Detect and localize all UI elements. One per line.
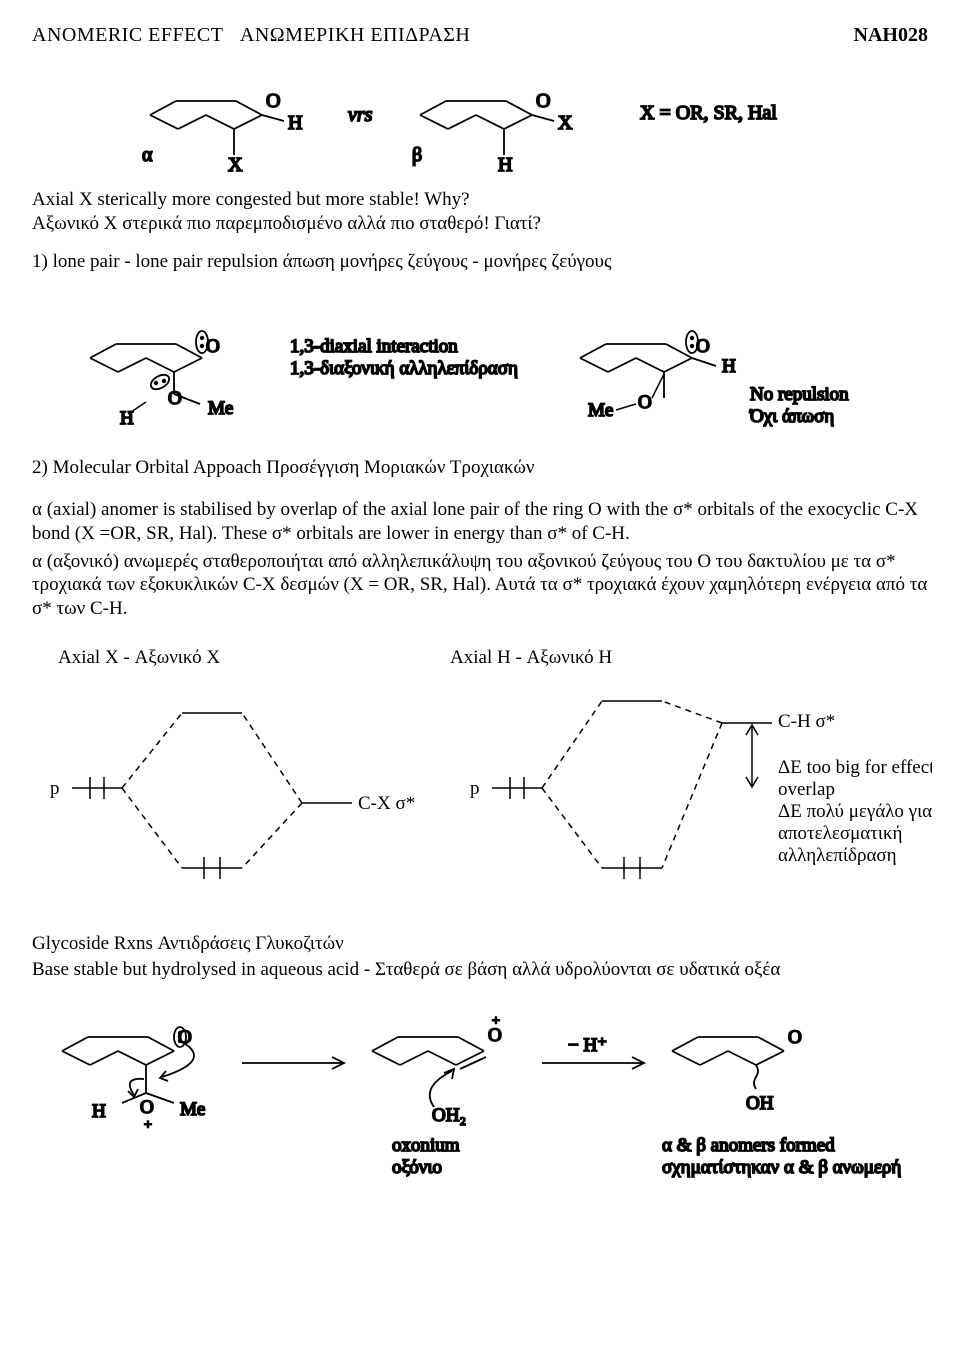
g-left-plus: +: [144, 1118, 152, 1133]
anom-en: α & β anomers formed: [662, 1135, 835, 1156]
sect1-heading: 1) lone pair - lone pair repulsion άπωση…: [32, 251, 928, 273]
sect2-gr: α (αξονικό) ανωμερές σταθεροποιήται από …: [32, 550, 928, 621]
beta-label: β: [412, 144, 422, 166]
s1-right-exoO: O: [638, 392, 652, 413]
oxonium-gr: οξόνιο: [392, 1157, 442, 1178]
sect2-heading: 2) Molecular Orbital Appoach Προσέγγιση …: [32, 457, 928, 479]
g-left-ringO: O: [178, 1027, 192, 1048]
glycoside-section: Glycoside Rxns Αντιδράσεις Γλυκοζιτών Ba…: [32, 933, 928, 981]
sect2-en: α (axial) anomer is stabilised by overla…: [32, 498, 928, 546]
g-mid-plus: +: [492, 1014, 500, 1029]
mo-headings: Axial X - Αξωνικό X Axial H - Αξωνικό H: [58, 647, 928, 669]
s1-right-ringO: O: [696, 336, 710, 357]
norep2: Όχι άπωση: [749, 406, 834, 427]
alpha-label: α: [142, 144, 153, 166]
diax-line2: 1,3-διαξονική αλληλεπίδραση: [290, 358, 518, 379]
mo-left-cx: C-X σ*: [358, 793, 415, 814]
g-left-Me: Me: [180, 1099, 205, 1120]
axialX-label: Axial X - Αξωνικό X: [58, 647, 220, 669]
chairA-O: O: [266, 90, 280, 112]
dE-gr3: αλληλεπίδραση: [778, 845, 897, 866]
sect1-svg: O O Me H 1,3-diaxial interaction 1,3-δια…: [50, 292, 910, 432]
page-header: ANOMERIC EFFECT ΑΝΩΜΕΡΙΚΗ ΕΠΙΔΡΑΣΗ NAH02…: [32, 24, 928, 47]
g-left-H: H: [92, 1101, 106, 1122]
anom-gr: σχηματίστηκαν α & β ανωμερή: [662, 1157, 901, 1178]
s1-right-Me: Me: [588, 400, 613, 421]
mo-svg: p C-X σ* p C-H σ* ΔE too big for effecti…: [32, 673, 932, 903]
chairA-H: H: [288, 112, 302, 134]
s1-left-ringO: O: [206, 336, 220, 357]
chairB-H: H: [498, 154, 512, 176]
title: ANOMERIC EFFECT ΑΝΩΜΕΡΙΚΗ ΕΠΙΔΡΑΣΗ: [32, 24, 470, 47]
chairB-O: O: [536, 90, 550, 112]
vrs-label: vrs: [348, 104, 373, 126]
top-structures: O H X O H X α vrs: [32, 61, 928, 187]
glyc-svg: O O Me H + O + OH₂ oxonium οξόνιο: [32, 991, 932, 1181]
mo-right-ch: C-H σ*: [778, 711, 835, 732]
dE-en2: overlap: [778, 779, 835, 800]
diax-line1: 1,3-diaxial interaction: [290, 336, 458, 357]
sect1-diagram: O O Me H 1,3-diaxial interaction 1,3-δια…: [32, 292, 928, 438]
top-caption: Axial X sterically more congested but mo…: [32, 189, 928, 235]
g-right-ringO: O: [788, 1027, 802, 1048]
oxonium-en: oxonium: [392, 1135, 460, 1156]
g-right-OH: OH: [746, 1093, 774, 1114]
mo-diagram: p C-X σ* p C-H σ* ΔE too big for effecti…: [32, 673, 928, 909]
doc-code: NAH028: [854, 24, 928, 47]
dE-gr1: ΔE πολύ μεγάλο για: [778, 801, 932, 822]
title-gr: ΑΝΩΜΕΡΙΚΗ ΕΠΙΔΡΑΣΗ: [240, 24, 470, 46]
s1-left-exoO: O: [168, 388, 182, 409]
mo-right-p: p: [470, 778, 480, 799]
cap-line2: Αξωνικό Χ στερικά πιο παρεμποδισμένο αλλ…: [32, 213, 928, 235]
glyc-line: Base stable but hydrolysed in aqueous ac…: [32, 959, 928, 981]
g-left-exoO: O: [140, 1097, 154, 1118]
norep1: No repulsion: [750, 384, 849, 405]
s1-left-Me: Me: [208, 398, 233, 419]
chairB-X: X: [558, 112, 573, 134]
glyc-heading: Glycoside Rxns Αντιδράσεις Γλυκοζιτών: [32, 933, 928, 955]
dE-gr2: αποτελεσματική: [778, 823, 903, 844]
g-OH2: OH₂: [432, 1105, 466, 1126]
sect2-paragraphs: α (axial) anomer is stabilised by overla…: [32, 498, 928, 621]
title-en: ANOMERIC EFFECT: [32, 24, 223, 46]
axialH-label: Axial H - Αξωνικό H: [450, 647, 612, 669]
s1-right-H: H: [722, 356, 736, 377]
minus-Hplus: − H⁺: [568, 1035, 607, 1056]
cap-line1: Axial X sterically more congested but mo…: [32, 189, 928, 211]
mo-left-p: p: [50, 778, 60, 799]
glycoside-scheme: O O Me H + O + OH₂ oxonium οξόνιο: [32, 991, 928, 1187]
chairA-X: X: [228, 154, 243, 176]
x-def: X = OR, SR, Hal: [640, 102, 777, 124]
top-svg: O H X O H X α vrs: [80, 61, 880, 181]
dE-en1: ΔE too big for effective: [778, 757, 932, 778]
